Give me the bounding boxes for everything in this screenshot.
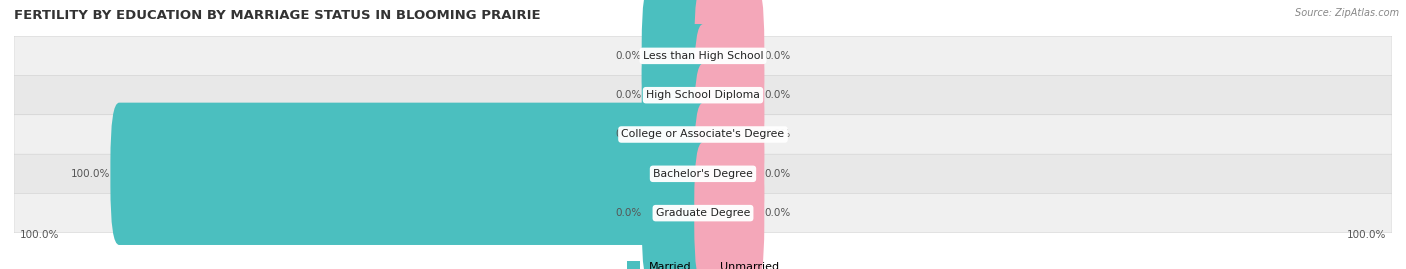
Text: 100.0%: 100.0% (72, 169, 111, 179)
Text: 0.0%: 0.0% (765, 129, 790, 140)
Text: 0.0%: 0.0% (616, 51, 641, 61)
FancyBboxPatch shape (111, 103, 711, 245)
Text: Bachelor's Degree: Bachelor's Degree (652, 169, 754, 179)
Text: 0.0%: 0.0% (765, 90, 790, 100)
Text: 0.0%: 0.0% (616, 208, 641, 218)
FancyBboxPatch shape (14, 154, 1392, 193)
FancyBboxPatch shape (695, 63, 765, 206)
Text: 0.0%: 0.0% (616, 90, 641, 100)
FancyBboxPatch shape (641, 142, 711, 269)
Text: College or Associate's Degree: College or Associate's Degree (621, 129, 785, 140)
Text: 0.0%: 0.0% (765, 169, 790, 179)
Text: High School Diploma: High School Diploma (647, 90, 759, 100)
Legend: Married, Unmarried: Married, Unmarried (621, 256, 785, 269)
FancyBboxPatch shape (695, 103, 765, 245)
Text: 0.0%: 0.0% (765, 208, 790, 218)
FancyBboxPatch shape (641, 63, 711, 206)
Text: 100.0%: 100.0% (1347, 230, 1386, 240)
FancyBboxPatch shape (695, 142, 765, 269)
Text: 0.0%: 0.0% (616, 129, 641, 140)
FancyBboxPatch shape (641, 0, 711, 127)
Text: 0.0%: 0.0% (765, 51, 790, 61)
Text: Source: ZipAtlas.com: Source: ZipAtlas.com (1295, 8, 1399, 18)
Text: 100.0%: 100.0% (20, 230, 59, 240)
Text: FERTILITY BY EDUCATION BY MARRIAGE STATUS IN BLOOMING PRAIRIE: FERTILITY BY EDUCATION BY MARRIAGE STATU… (14, 9, 541, 22)
FancyBboxPatch shape (695, 24, 765, 166)
Text: Less than High School: Less than High School (643, 51, 763, 61)
FancyBboxPatch shape (641, 24, 711, 166)
FancyBboxPatch shape (695, 0, 765, 127)
Text: Graduate Degree: Graduate Degree (655, 208, 751, 218)
FancyBboxPatch shape (14, 76, 1392, 115)
FancyBboxPatch shape (14, 193, 1392, 233)
FancyBboxPatch shape (14, 36, 1392, 76)
FancyBboxPatch shape (14, 115, 1392, 154)
